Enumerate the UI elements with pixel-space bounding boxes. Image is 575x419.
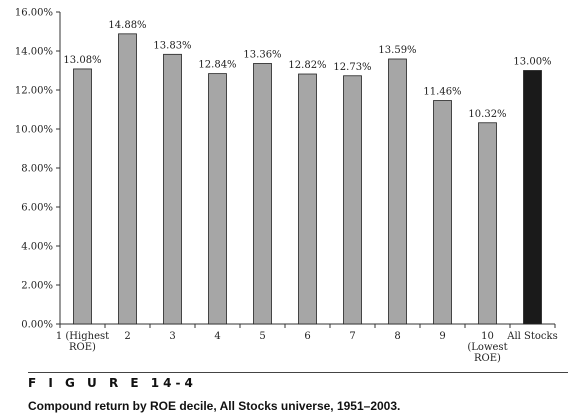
- bar-chart: 0.00% 2.00% 4.00% 6.00% 8.00% 10.00% 12.00% 14.…: [15, 8, 558, 365]
- data-label: 12.73%: [333, 62, 371, 73]
- data-label: 14.88%: [108, 20, 146, 31]
- category-label: All Stocks: [506, 331, 557, 342]
- data-label: 13.36%: [243, 49, 281, 60]
- data-label: 11.46%: [423, 87, 461, 98]
- data-label: 13.83%: [153, 40, 191, 51]
- category-label: 5: [259, 331, 265, 342]
- figure-label: F I G U R E 14-4: [28, 376, 197, 390]
- bar: [388, 58, 407, 325]
- data-label: 13.08%: [63, 55, 101, 66]
- y-tick-label: 10.00%: [15, 125, 53, 136]
- category-label: ROE): [69, 342, 96, 353]
- data-label: 12.84%: [198, 60, 236, 71]
- bar: [208, 73, 227, 325]
- bar: [163, 53, 182, 325]
- category-label: 2: [124, 331, 130, 342]
- bar: [253, 63, 272, 325]
- data-label: 12.82%: [288, 60, 326, 71]
- y-tick-label: 14.00%: [15, 47, 53, 58]
- figure-caption: Compound return by ROE decile, All Stock…: [28, 399, 401, 413]
- data-label: 10.32%: [468, 109, 506, 120]
- y-tick-label: 6.00%: [21, 203, 53, 214]
- bar: [478, 122, 497, 325]
- bar: [523, 70, 542, 325]
- category-label: 6: [304, 331, 310, 342]
- category-label: 9: [439, 331, 445, 342]
- y-tick-label: 16.00%: [15, 8, 53, 19]
- category-label: 1 (Highest: [56, 331, 109, 342]
- category-label: (Lowest: [467, 342, 507, 353]
- caption-rule: [28, 372, 568, 373]
- data-label: 13.00%: [513, 57, 551, 68]
- category-label: ROE): [474, 353, 501, 364]
- category-label: 4: [214, 331, 220, 342]
- y-tick-label: 2.00%: [21, 281, 53, 292]
- bar: [73, 68, 92, 325]
- bar: [298, 73, 317, 325]
- y-tick-label: 4.00%: [21, 242, 53, 253]
- category-label: 8: [394, 331, 400, 342]
- category-label: 3: [169, 331, 175, 342]
- category-label: 10: [481, 331, 494, 342]
- y-tick-label: 0.00%: [21, 320, 53, 331]
- y-tick-label: 12.00%: [15, 86, 53, 97]
- bar: [343, 75, 362, 325]
- data-label: 13.59%: [378, 45, 416, 56]
- bar: [118, 33, 137, 325]
- category-label: 7: [349, 331, 355, 342]
- bar: [433, 100, 452, 325]
- y-tick-label: 8.00%: [21, 164, 53, 175]
